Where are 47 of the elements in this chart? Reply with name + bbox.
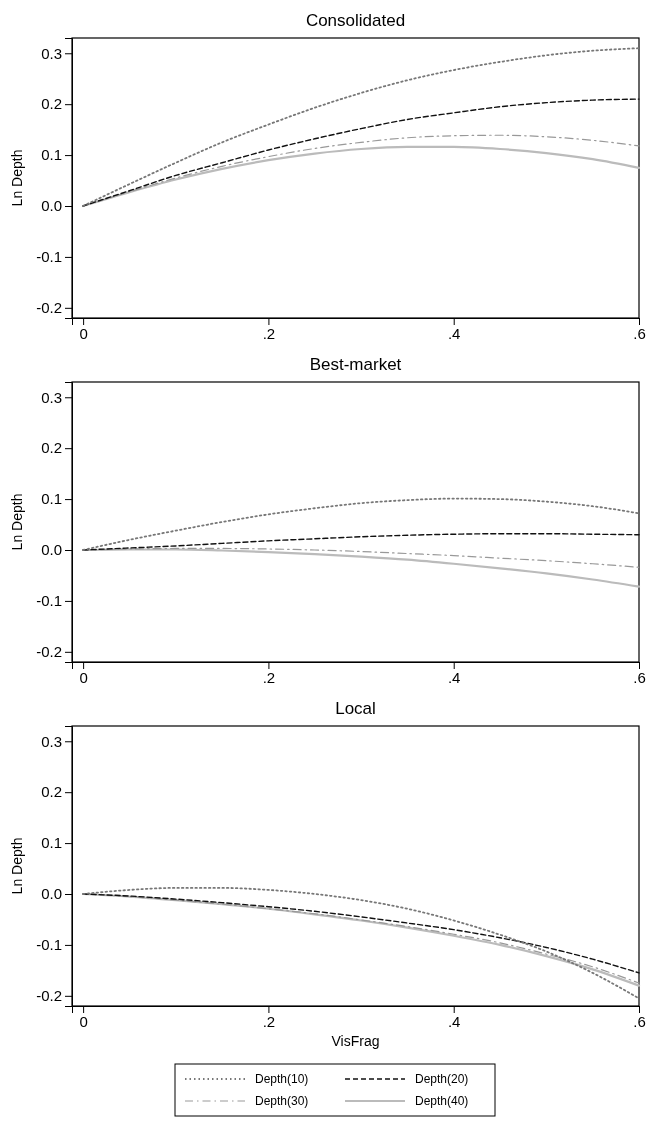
y-tick-label: -0.1 xyxy=(36,592,62,610)
y-axis-title: Ln Depth xyxy=(9,493,25,551)
y-tick-label: 0.0 xyxy=(41,541,62,559)
y-tick-label: 0.0 xyxy=(41,197,62,215)
line-series xyxy=(82,98,640,207)
x-tick-label: 0 xyxy=(79,324,88,342)
y-tick-label: 0.3 xyxy=(41,732,62,750)
x-tick-label: .6 xyxy=(633,324,646,342)
legend-label: Depth(30) xyxy=(255,1094,309,1108)
line-series xyxy=(82,533,640,551)
x-tick-label: .6 xyxy=(633,668,646,686)
y-tick-label: 0.0 xyxy=(41,885,62,903)
y-tick-label: 0.2 xyxy=(41,95,62,113)
chart-title: Best-market xyxy=(309,355,402,374)
x-tick-label: .2 xyxy=(262,668,276,686)
legend-label: Depth(40) xyxy=(415,1094,469,1108)
y-tick-label: 0.2 xyxy=(41,783,62,801)
y-tick-label: 0.1 xyxy=(41,834,62,852)
line-series xyxy=(82,145,641,208)
y-tick-label: 0.3 xyxy=(41,388,62,406)
legend-label: Depth(20) xyxy=(415,1072,469,1086)
x-tick-label: .4 xyxy=(447,668,461,686)
chart-title: Local xyxy=(335,699,376,718)
y-tick-label: -0.1 xyxy=(36,248,62,266)
x-axis-title: VisFrag xyxy=(331,1033,380,1049)
x-tick-label: 0 xyxy=(79,668,88,686)
y-axis-title: Ln Depth xyxy=(9,149,25,207)
x-tick-label: .4 xyxy=(447,1012,461,1030)
y-tick-label: -0.2 xyxy=(36,643,62,661)
y-tick-label: 0.3 xyxy=(41,44,62,62)
x-tick-label: .6 xyxy=(633,1012,646,1030)
y-tick-label: 0.1 xyxy=(41,146,62,164)
y-tick-label: -0.1 xyxy=(36,936,62,954)
legend-label: Depth(10) xyxy=(255,1072,309,1086)
y-tick-label: -0.2 xyxy=(36,299,62,317)
x-tick-label: 0 xyxy=(79,1012,88,1030)
y-tick-label: 0.1 xyxy=(41,490,62,508)
y-axis-title: Ln Depth xyxy=(9,837,25,895)
x-tick-label: .2 xyxy=(262,1012,276,1030)
x-tick-label: .4 xyxy=(447,324,461,342)
chart-title: Consolidated xyxy=(305,11,406,30)
line-series xyxy=(82,47,640,207)
y-tick-label: 0.2 xyxy=(41,439,62,457)
line-series xyxy=(82,497,640,551)
x-tick-label: .2 xyxy=(262,324,276,342)
y-tick-label: -0.2 xyxy=(36,987,62,1005)
line-series xyxy=(82,886,640,1000)
